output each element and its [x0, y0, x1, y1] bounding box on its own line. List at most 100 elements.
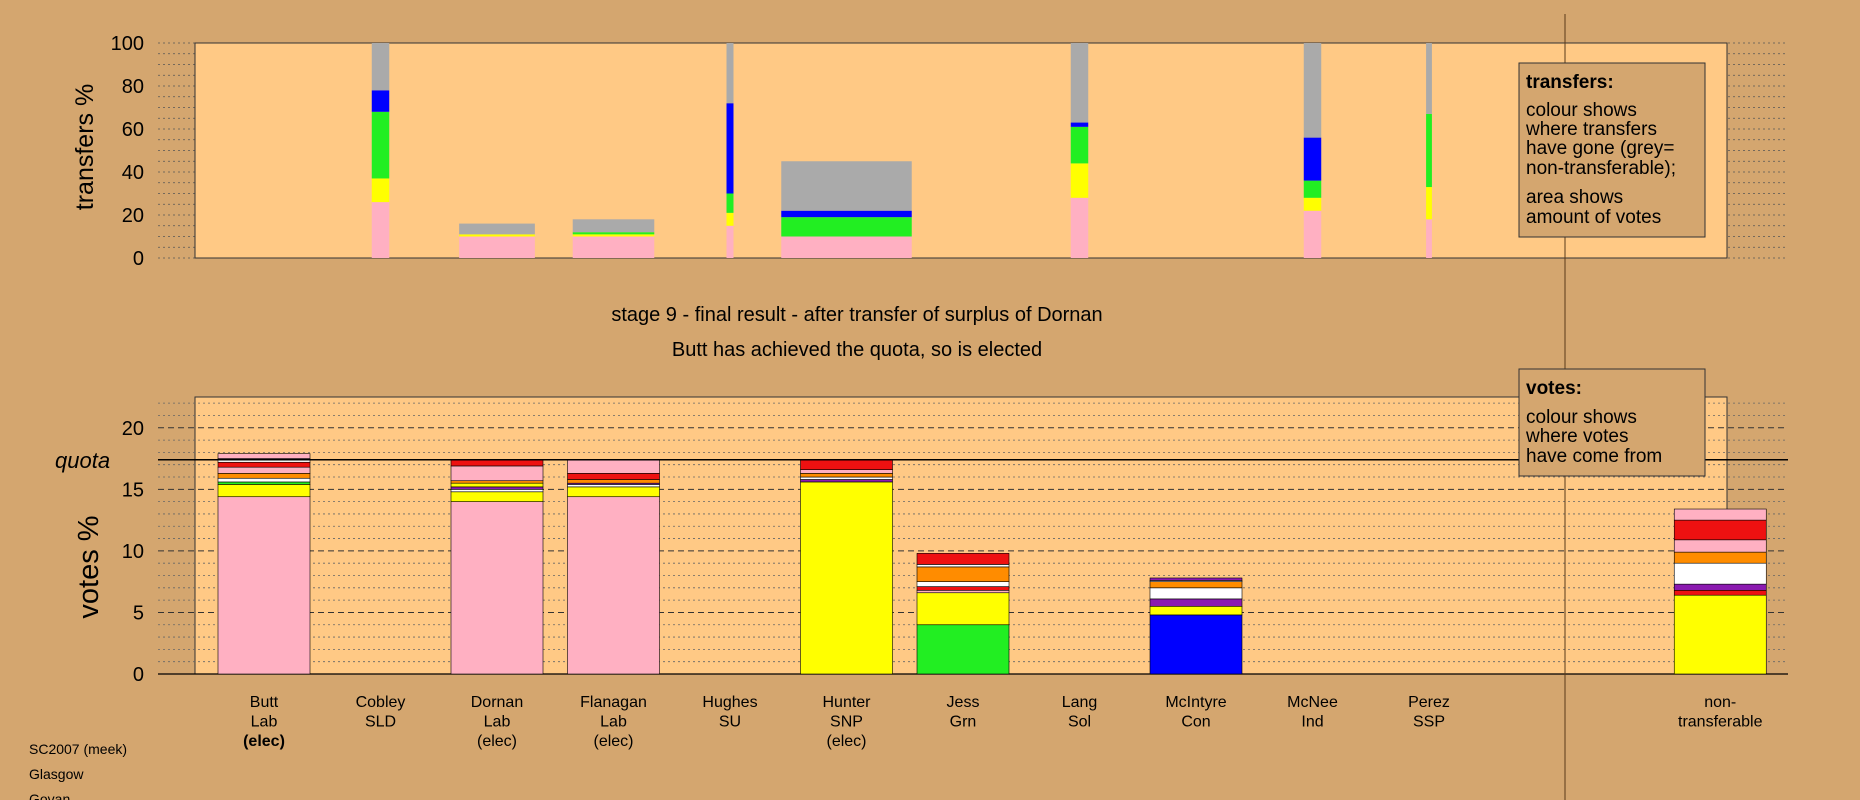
vote-segment — [1149, 598, 1243, 607]
vote-segment — [450, 482, 544, 488]
candidate-name: Cobley — [356, 694, 406, 711]
transfers-tick-label: 20 — [122, 205, 144, 227]
transfers-tick-label: 0 — [133, 248, 144, 270]
vote-segment — [217, 481, 311, 485]
vote-segment — [567, 459, 660, 474]
vote-segment — [450, 489, 544, 493]
vote-segment — [1149, 581, 1243, 589]
vote-segment — [567, 473, 660, 480]
vote-segment — [217, 461, 311, 468]
vote-segment — [916, 553, 1010, 565]
transfer-segment — [1303, 210, 1322, 258]
votes-tick-label: 0 — [133, 664, 144, 686]
legend-transfers-title: transfers: — [1526, 72, 1614, 93]
transfer-segment — [781, 161, 912, 211]
vote-segment — [800, 473, 893, 478]
candidate-name: Perez — [1408, 694, 1450, 711]
transfer-segment — [1303, 43, 1322, 138]
transfers-tick-label: 60 — [122, 119, 144, 141]
vote-segment — [450, 459, 544, 467]
legend-transfers-line: colour shows — [1526, 100, 1637, 121]
candidate-party: SSP — [1413, 714, 1445, 731]
transfers-tick-label: 100 — [111, 33, 144, 55]
transfer-segment — [371, 43, 390, 91]
transfer-segment — [371, 178, 390, 203]
vote-segment — [1673, 519, 1767, 541]
candidate-label: non-transferable — [1678, 694, 1763, 731]
vote-segment — [217, 484, 311, 498]
transfer-segment — [371, 202, 390, 258]
candidate-party: Grn — [950, 714, 977, 731]
transfer-segment — [726, 212, 734, 226]
transfer-segment — [572, 219, 655, 233]
candidate-label: Jess Grn — [947, 694, 980, 731]
candidate-label: McNee Ind — [1287, 694, 1338, 731]
candidate-status: (elec) — [243, 733, 285, 750]
legend-votes-line: colour shows — [1526, 407, 1637, 428]
vote-segment — [916, 586, 1010, 591]
candidate-label: Butt Lab (elec) — [243, 694, 285, 750]
candidate-party: Ind — [1301, 714, 1323, 731]
vote-segment — [800, 469, 893, 474]
transfer-segment — [1426, 113, 1432, 188]
transfer-segment — [726, 103, 734, 194]
transfer-segment — [1303, 197, 1322, 211]
transfer-segment — [572, 236, 655, 258]
candidate-party: SNP — [830, 714, 863, 731]
transfer-segment — [459, 236, 535, 258]
vote-segment — [450, 480, 544, 484]
legend-transfers-box — [1518, 62, 1706, 238]
candidate-name: Jess — [947, 694, 980, 711]
vote-segment — [916, 564, 1010, 568]
transfers-tick-label: 80 — [122, 76, 144, 98]
vote-segment — [800, 459, 893, 470]
vote-segment — [450, 486, 544, 490]
candidate-party: Lab — [251, 714, 278, 731]
vote-segment — [217, 473, 311, 479]
vote-segment — [916, 592, 1010, 626]
candidate-party: SLD — [365, 714, 396, 731]
vote-segment — [916, 624, 1010, 675]
transfers-y-ticks: 0 20 40 60 80 100 — [111, 33, 144, 270]
transfer-segment — [371, 90, 390, 112]
legend-votes-line: where votes — [1525, 426, 1628, 447]
transfers-axis-label: transfers % — [71, 84, 99, 210]
transfer-segment — [726, 193, 734, 213]
vote-segment — [450, 501, 544, 675]
candidate-label: Hunter SNP (elec) — [822, 694, 871, 750]
footer-line: SC2007 (meek) — [29, 741, 127, 757]
transfer-segment — [1303, 180, 1322, 198]
vote-segment — [1673, 562, 1767, 585]
legend-votes: votes: colour shows where votes have com… — [1518, 368, 1706, 477]
vote-segment — [567, 486, 660, 498]
legend-transfers-line: have gone (grey= — [1526, 138, 1674, 159]
candidate-party: Con — [1181, 714, 1210, 731]
candidate-label: Hughes SU — [702, 694, 757, 731]
transfers-tick-label: 40 — [122, 162, 144, 184]
vote-segment — [1149, 614, 1243, 675]
votes-y-ticks: 0 5 10 15 20 — [122, 418, 144, 686]
candidate-label: Cobley SLD — [356, 694, 406, 731]
vote-segment — [217, 496, 311, 675]
transfer-segment — [726, 43, 734, 104]
candidate-name: Hunter — [822, 694, 871, 711]
legend-transfers-line: where transfers — [1525, 119, 1657, 140]
vote-segment — [217, 477, 311, 483]
transfer-segment — [1070, 126, 1089, 164]
transfer-segment — [1070, 197, 1089, 258]
candidate-name: Hughes — [702, 694, 757, 711]
vote-segment — [1149, 587, 1243, 600]
candidate-name: Dornan — [471, 694, 523, 711]
footer-line: Glasgow — [29, 766, 84, 782]
vote-segment — [800, 476, 893, 480]
legend-transfers-line: area shows — [1526, 187, 1623, 208]
vote-segment — [1673, 589, 1767, 596]
transfer-segment — [781, 217, 912, 237]
candidate-status: (elec) — [826, 733, 866, 750]
vote-segment — [567, 479, 660, 484]
candidate-name: McNee — [1287, 694, 1338, 711]
legend-votes-box — [1518, 368, 1706, 477]
candidate-label: Dornan Lab (elec) — [471, 694, 523, 750]
vote-segment — [567, 496, 660, 675]
